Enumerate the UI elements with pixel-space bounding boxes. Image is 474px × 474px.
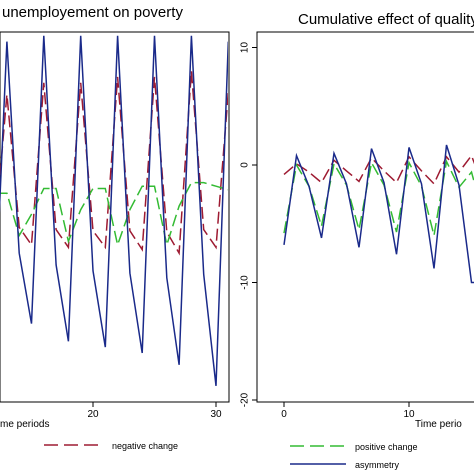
right-axis-ticks: 0 10 10 0 -10 -20 xyxy=(240,42,415,420)
legend-label-negative-change: negative change xyxy=(112,441,178,451)
left-panel: unemployement on poverty me periods 20 30 xyxy=(0,4,230,430)
right-plot-frame xyxy=(256,31,474,403)
series-line-negative-change xyxy=(283,154,474,186)
legend: negative change positive change asymmetr… xyxy=(44,441,418,470)
y-tick-label: 0 xyxy=(240,162,251,168)
legend-item-asymmetry: asymmetry xyxy=(290,460,400,470)
legend-item-positive-change: positive change xyxy=(290,442,418,452)
series-line-positive-change xyxy=(0,181,228,248)
legend-item-negative-change: negative change xyxy=(44,441,178,451)
y-tick-label: 10 xyxy=(240,42,251,54)
legend-label-asymmetry: asymmetry xyxy=(355,460,400,470)
right-chart-title: Cumulative effect of quality o xyxy=(298,11,474,28)
series-line-asymmetry xyxy=(283,144,474,284)
legend-label-positive-change: positive change xyxy=(355,442,418,452)
right-panel: Cumulative effect of quality o Time peri… xyxy=(240,11,474,430)
y-tick-label: -10 xyxy=(240,275,251,290)
x-tick-label: 30 xyxy=(210,409,222,420)
left-x-ticks: 20 30 xyxy=(87,402,222,420)
y-tick-label: -20 xyxy=(240,392,251,407)
left-plot-frame xyxy=(0,31,230,403)
right-x-axis-label: Time perio xyxy=(415,419,462,430)
left-chart-title: unemployement on poverty xyxy=(2,4,183,21)
right-series-lines xyxy=(283,144,474,284)
left-x-axis-label: me periods xyxy=(0,419,49,430)
left-series-lines xyxy=(0,35,228,386)
x-tick-label: 20 xyxy=(87,409,99,420)
series-line-asymmetry xyxy=(0,35,228,386)
x-tick-label: 0 xyxy=(281,409,287,420)
x-tick-label: 10 xyxy=(403,409,415,420)
